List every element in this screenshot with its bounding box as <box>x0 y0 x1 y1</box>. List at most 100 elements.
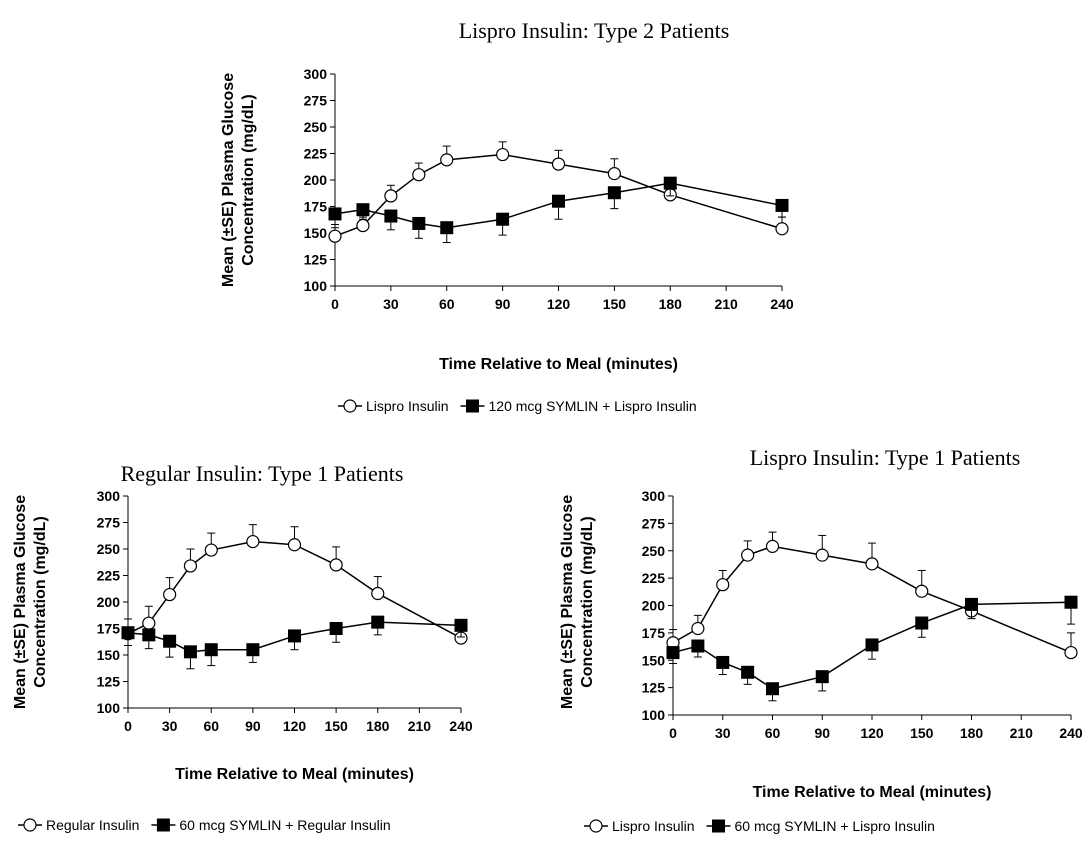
data-point <box>551 157 566 171</box>
x-tick-label: 0 <box>331 296 339 312</box>
data-point <box>691 639 705 653</box>
x-axis-label: Time Relative to Meal (minutes) <box>753 784 992 801</box>
x-tick-label: 210 <box>714 296 738 312</box>
x-tick-label: 120 <box>860 725 884 741</box>
data-point <box>915 616 929 630</box>
y-tick-label: 100 <box>642 707 666 723</box>
x-tick-label: 30 <box>383 296 399 312</box>
data-point <box>865 638 879 652</box>
chart-title: Lispro Insulin: Type 1 Patients <box>750 445 1021 470</box>
data-point <box>716 655 730 669</box>
y-tick-label: 175 <box>304 199 328 215</box>
data-point <box>440 221 454 235</box>
series-line-2 <box>127 621 462 653</box>
y-tick-label: 250 <box>97 541 121 557</box>
data-point <box>356 218 370 233</box>
series-line-2 <box>672 601 1072 690</box>
legend-entry: 60 mcg SYMLIN + Regular Insulin <box>179 817 390 833</box>
data-point <box>356 203 370 217</box>
data-point <box>384 209 398 223</box>
data-point <box>288 629 301 643</box>
data-point <box>815 548 829 562</box>
y-tick-label: 275 <box>97 515 121 531</box>
legend-marker <box>712 819 725 833</box>
data-point <box>496 212 510 226</box>
data-point <box>163 634 177 648</box>
data-point <box>865 557 879 571</box>
data-point <box>915 584 929 598</box>
x-tick-label: 150 <box>324 718 348 734</box>
data-point <box>666 646 680 660</box>
x-tick-label: 150 <box>603 296 627 312</box>
y-tick-label: 300 <box>97 488 121 504</box>
legend-marker <box>466 399 479 413</box>
y-axis-label: Mean (±SE) Plasma Glucose <box>12 495 29 709</box>
x-tick-label: 210 <box>408 718 432 734</box>
x-tick-label: 30 <box>715 725 731 741</box>
data-point <box>204 643 218 657</box>
x-tick-label: 240 <box>770 296 794 312</box>
series-line-1 <box>672 545 1072 654</box>
y-tick-label: 100 <box>304 278 328 294</box>
data-point <box>371 615 385 629</box>
series-line-1 <box>334 153 783 237</box>
data-point <box>412 216 426 230</box>
data-point <box>775 222 789 236</box>
x-tick-label: 60 <box>439 296 455 312</box>
data-point <box>766 682 779 696</box>
data-point <box>1064 645 1078 660</box>
y-tick-label: 225 <box>304 146 328 162</box>
data-point <box>371 586 385 601</box>
y-tick-label: 250 <box>304 119 328 135</box>
data-point <box>815 670 829 684</box>
y-tick-label: 200 <box>304 172 328 188</box>
data-point <box>691 621 705 636</box>
chart-panel-3: Lispro Insulin: Type 1 Patients 100 125 150… <box>559 445 1083 834</box>
y-tick-label: 200 <box>97 594 121 610</box>
data-point <box>246 643 260 657</box>
y-tick-label: 175 <box>97 621 121 637</box>
x-axis-label: Time Relative to Meal (minutes) <box>175 766 414 783</box>
chart-title: Regular Insulin: Type 1 Patients <box>121 461 404 486</box>
data-point <box>496 147 510 162</box>
y-axis-label: Concentration (mg/dL) <box>32 516 49 688</box>
data-point <box>287 538 302 552</box>
data-point <box>716 578 730 592</box>
data-point <box>607 167 621 181</box>
data-point <box>142 628 156 642</box>
y-tick-label: 275 <box>304 93 328 109</box>
x-tick-label: 180 <box>960 725 984 741</box>
data-point <box>329 558 343 572</box>
y-tick-label: 150 <box>642 652 666 668</box>
y-tick-label: 225 <box>97 568 121 584</box>
y-tick-label: 125 <box>97 674 121 690</box>
series-line-2 <box>334 182 783 229</box>
data-point <box>663 176 677 190</box>
x-tick-label: 0 <box>669 725 677 741</box>
y-tick-label: 225 <box>642 570 666 586</box>
chart-panel-2: Regular Insulin: Type 1 Patients 100 125 15… <box>12 461 473 833</box>
data-point <box>775 198 789 212</box>
data-point <box>454 618 468 632</box>
x-tick-label: 210 <box>1010 725 1034 741</box>
data-point <box>765 539 780 553</box>
x-tick-label: 180 <box>659 296 683 312</box>
y-tick-label: 150 <box>304 225 328 241</box>
data-point <box>328 229 342 243</box>
chart-title: Lispro Insulin: Type 2 Patients <box>459 18 730 43</box>
legend-marker <box>343 399 357 413</box>
data-point <box>183 559 198 573</box>
data-point <box>607 186 621 200</box>
y-tick-label: 250 <box>642 543 666 559</box>
x-tick-label: 120 <box>283 718 307 734</box>
y-axis-label: Mean (±SE) Plasma Glucose <box>220 73 237 287</box>
y-tick-label: 150 <box>97 647 121 663</box>
x-tick-label: 90 <box>245 718 261 734</box>
y-tick-label: 300 <box>304 66 328 82</box>
data-point <box>741 665 755 679</box>
data-point <box>204 543 218 557</box>
x-tick-label: 30 <box>162 718 178 734</box>
data-point <box>121 626 135 640</box>
legend-entry: Lispro Insulin <box>366 398 449 414</box>
